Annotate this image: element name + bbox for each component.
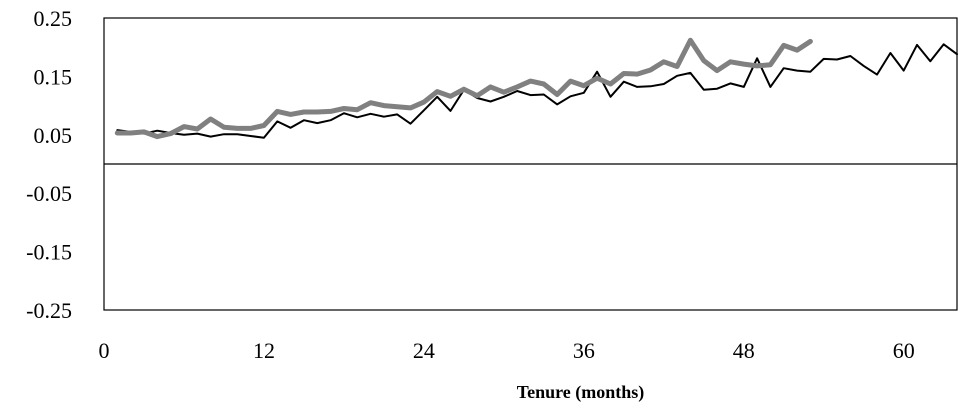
x-tick-label: 60 — [893, 338, 915, 363]
x-tick-label: 24 — [413, 338, 435, 363]
y-tick-label: -0.05 — [26, 181, 72, 206]
y-axis-tick-labels: 0.25 0.15 0.05 -0.05 -0.15 -0.25 — [26, 6, 72, 323]
y-tick-label: -0.15 — [26, 240, 72, 265]
y-tick-label: 0.15 — [34, 64, 73, 89]
series-line-gray — [114, 37, 813, 140]
x-axis-tick-labels: 0 12 24 36 48 60 — [99, 338, 915, 363]
series-line-black — [116, 43, 958, 139]
y-tick-label: 0.25 — [34, 6, 73, 31]
x-tick-label: 0 — [99, 338, 110, 363]
plot-area — [103, 17, 958, 311]
series-layer — [114, 37, 958, 140]
x-tick-label: 48 — [733, 338, 755, 363]
x-tick-label: 12 — [253, 338, 275, 363]
y-tick-label: -0.25 — [26, 298, 72, 323]
x-axis-title: Tenure (months) — [517, 382, 645, 403]
x-tick-label: 36 — [573, 338, 595, 363]
y-tick-label: 0.05 — [34, 123, 73, 148]
